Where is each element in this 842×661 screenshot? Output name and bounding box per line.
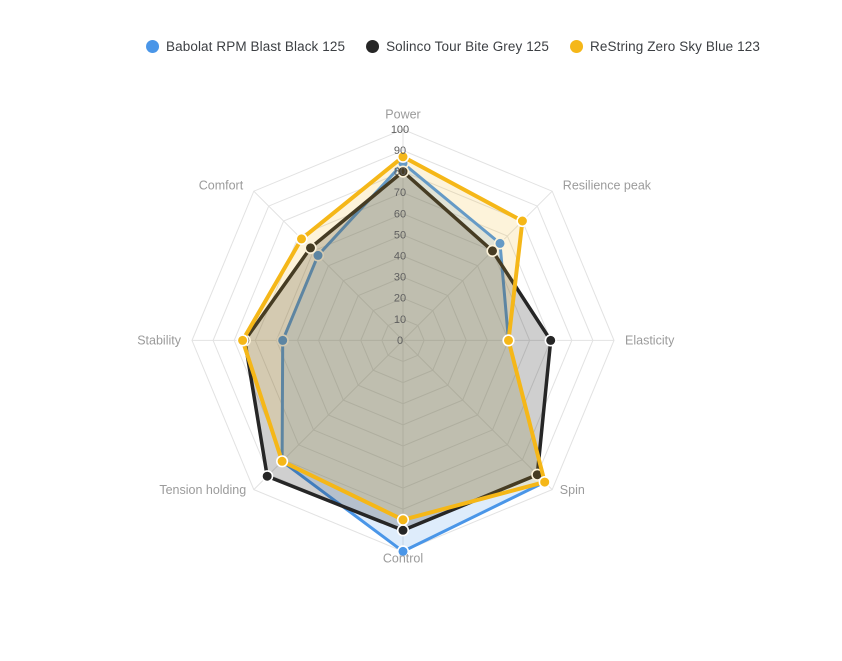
axis-label-stability: Stability: [137, 333, 182, 347]
tick-label: 100: [391, 124, 409, 136]
tick-label: 30: [394, 272, 406, 284]
radar-axis-line: [402, 340, 553, 490]
legend-item[interactable]: ReString Zero Sky Blue 123: [570, 39, 760, 54]
legend-label: ReString Zero Sky Blue 123: [590, 39, 760, 54]
tick-label: 20: [394, 293, 406, 305]
data-point[interactable]: [396, 545, 410, 558]
tick-label: 0: [397, 335, 403, 347]
axis-label-control: Control: [383, 551, 423, 565]
data-point[interactable]: [396, 150, 410, 163]
legend-dot-icon: [366, 40, 380, 53]
legend-label: Babolat RPM Blast Black 125: [166, 39, 346, 54]
data-point[interactable]: [304, 241, 317, 254]
data-point[interactable]: [396, 513, 410, 526]
data-point[interactable]: [538, 476, 551, 489]
data-point[interactable]: [276, 455, 289, 468]
axis-label-resilience-peak: Resilience peak: [563, 179, 652, 193]
data-point[interactable]: [544, 334, 557, 347]
data-point[interactable]: [311, 249, 325, 262]
tick-label: 10: [394, 314, 406, 326]
chart-legend: Babolat RPM Blast Black 125 Solinco Tour …: [146, 39, 760, 54]
tick-label: 90: [394, 145, 406, 157]
data-point[interactable]: [502, 334, 515, 347]
data-point[interactable]: [261, 470, 274, 483]
data-point[interactable]: [295, 232, 308, 245]
legend-item[interactable]: Solinco Tour Bite Grey 125: [366, 39, 549, 54]
legend-dot-icon: [570, 40, 584, 53]
tick-label: 70: [394, 187, 406, 199]
axis-label-tension-holding: Tension holding: [159, 483, 246, 497]
tick-label: 80: [394, 166, 406, 178]
data-point[interactable]: [486, 244, 499, 257]
radar-axis-line: [402, 190, 553, 341]
data-point[interactable]: [396, 165, 410, 178]
tick-label: 60: [394, 208, 406, 220]
axis-label-elasticity: Elasticity: [625, 333, 675, 347]
data-point[interactable]: [516, 214, 529, 228]
axis-label-comfort: Comfort: [199, 179, 244, 193]
axis-label-spin: Spin: [560, 483, 585, 497]
radar-axis-line: [253, 190, 404, 341]
legend-dot-icon: [146, 40, 160, 53]
tick-label: 50: [394, 229, 406, 241]
tick-label: 40: [394, 251, 406, 263]
axis-label-power: Power: [385, 107, 420, 121]
data-point[interactable]: [236, 334, 249, 347]
data-point[interactable]: [493, 237, 507, 250]
data-point[interactable]: [396, 524, 410, 537]
data-point[interactable]: [276, 334, 289, 347]
legend-label: Solinco Tour Bite Grey 125: [386, 39, 550, 54]
legend-item[interactable]: Babolat RPM Blast Black 125: [146, 39, 345, 54]
